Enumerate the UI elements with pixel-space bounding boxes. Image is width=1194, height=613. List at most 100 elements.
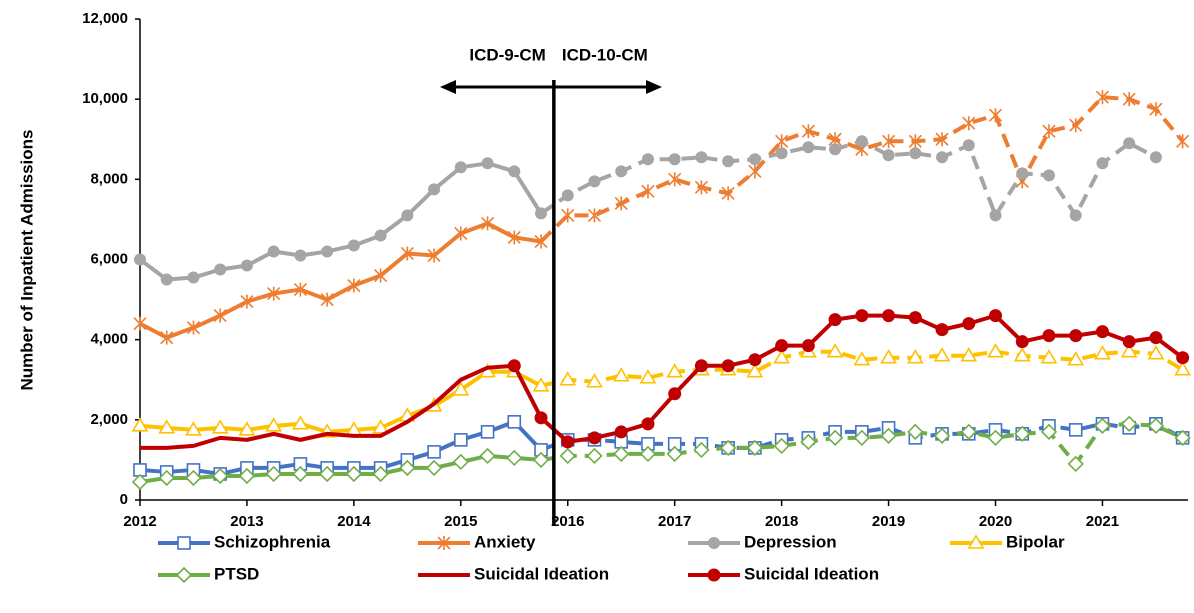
marker	[720, 439, 737, 457]
x-tick-label: 2012	[123, 513, 156, 530]
marker	[175, 566, 193, 584]
y-tick-label: 4,000	[90, 331, 128, 348]
marker	[882, 309, 896, 323]
marker	[211, 419, 229, 434]
marker	[855, 309, 869, 323]
marker	[1095, 90, 1110, 105]
marker	[855, 135, 868, 148]
marker	[988, 108, 1003, 123]
marker	[1122, 335, 1136, 349]
marker	[160, 273, 173, 286]
marker	[267, 286, 281, 301]
marker	[240, 259, 253, 272]
marker	[1121, 415, 1138, 432]
marker	[425, 459, 443, 477]
marker	[345, 465, 363, 483]
marker	[372, 419, 390, 434]
marker	[587, 431, 601, 445]
marker	[880, 349, 897, 364]
marker	[880, 427, 897, 444]
marker	[639, 445, 657, 463]
marker	[265, 465, 282, 483]
legend-label: Schizophrenia	[214, 532, 331, 551]
marker	[801, 339, 815, 353]
marker	[666, 445, 683, 463]
marker	[187, 271, 200, 284]
marker	[967, 534, 985, 549]
marker	[1149, 151, 1162, 164]
marker	[1094, 345, 1111, 360]
marker	[828, 313, 842, 327]
marker	[401, 209, 414, 222]
marker	[1067, 351, 1085, 366]
marker	[1147, 345, 1165, 360]
legend-label: Depression	[744, 532, 837, 551]
marker	[1042, 169, 1055, 182]
marker	[802, 141, 815, 154]
marker	[186, 320, 201, 335]
marker	[668, 153, 681, 166]
marker	[454, 433, 468, 447]
marker	[561, 208, 575, 223]
marker	[775, 134, 789, 149]
marker	[561, 189, 574, 202]
series-line	[138, 161, 543, 282]
marker	[1042, 124, 1056, 139]
marker	[826, 343, 844, 358]
marker	[1015, 335, 1029, 349]
marker	[427, 445, 441, 459]
marker	[909, 147, 922, 160]
marker	[962, 317, 976, 331]
x-tick-label: 2017	[658, 513, 691, 530]
marker	[1096, 157, 1109, 170]
marker	[639, 369, 657, 384]
marker	[320, 292, 334, 307]
marker	[1176, 351, 1190, 365]
marker	[1040, 349, 1058, 364]
legend-item: PTSD	[158, 564, 259, 583]
legend-item: Suicidal Ideation	[688, 564, 879, 583]
x-tick-label: 2015	[444, 513, 477, 530]
marker	[212, 467, 229, 485]
marker	[908, 134, 922, 149]
x-tick-label: 2016	[551, 513, 584, 530]
y-tick-label: 10,000	[82, 90, 128, 107]
marker	[400, 246, 414, 261]
marker	[1069, 209, 1082, 222]
marker	[962, 139, 975, 152]
marker	[668, 172, 682, 187]
marker	[1174, 429, 1191, 447]
marker	[906, 349, 924, 364]
marker	[908, 311, 922, 325]
x-tick-label: 2013	[230, 513, 263, 530]
marker	[532, 377, 550, 392]
marker	[800, 433, 817, 451]
marker	[1040, 423, 1058, 440]
marker	[775, 147, 788, 160]
marker	[693, 441, 710, 459]
marker	[1094, 417, 1111, 434]
marker	[989, 309, 1003, 323]
marker	[614, 196, 628, 211]
marker	[131, 473, 149, 491]
marker	[507, 359, 521, 373]
marker	[614, 425, 628, 439]
marker	[160, 330, 174, 345]
marker	[1122, 92, 1136, 107]
marker	[829, 143, 842, 156]
marker	[586, 373, 603, 388]
marker	[1095, 325, 1109, 339]
marker	[933, 427, 951, 444]
marker	[987, 429, 1004, 447]
legend-label: Suicidal Ideation	[474, 564, 609, 583]
marker	[238, 421, 256, 436]
series-line	[139, 419, 543, 476]
marker	[479, 447, 496, 465]
marker	[1174, 361, 1192, 376]
marker	[294, 249, 307, 262]
marker	[960, 347, 978, 362]
marker	[534, 411, 548, 425]
legend-item: Bipolar	[950, 532, 1065, 551]
marker	[801, 124, 815, 139]
